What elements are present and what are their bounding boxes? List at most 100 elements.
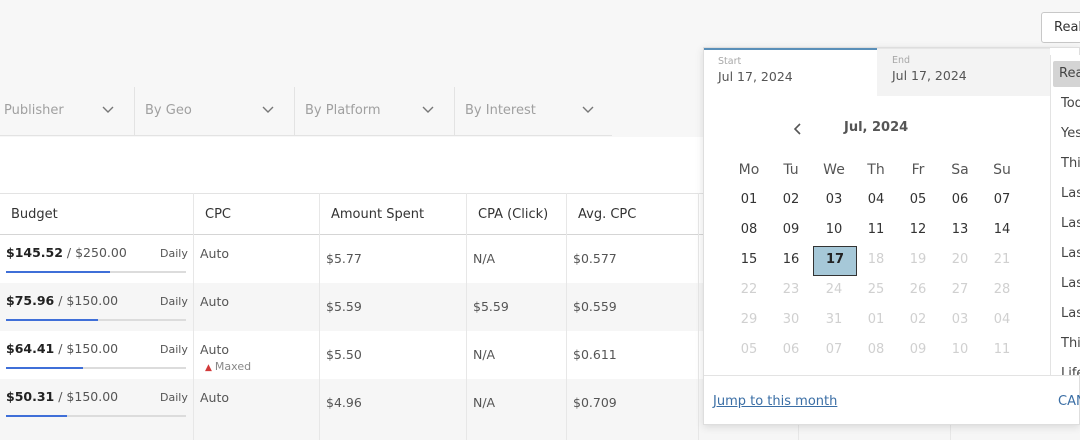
preset-item[interactable]: Tod — [1061, 96, 1080, 111]
calendar-day: 03 — [951, 312, 969, 327]
chevron-down-icon — [262, 106, 274, 113]
calendar-day[interactable]: 02 — [782, 192, 800, 207]
end-date-value: Jul 17, 2024 — [892, 68, 967, 83]
weekday-label: Tu — [783, 162, 799, 178]
column-divider — [566, 193, 567, 440]
preset-item[interactable]: Las — [1061, 246, 1080, 261]
preset-item[interactable]: This — [1061, 156, 1080, 171]
preset-item[interactable]: Las — [1061, 186, 1080, 201]
calendar-day: 04 — [993, 312, 1011, 327]
calendar-day-selected[interactable]: 17 — [813, 246, 857, 276]
calendar-day[interactable]: 13 — [951, 222, 969, 237]
preset-item[interactable]: Las — [1061, 216, 1080, 231]
calendar-day[interactable]: 15 — [740, 252, 758, 267]
preset-item[interactable]: This — [1061, 336, 1080, 351]
column-divider — [319, 193, 320, 440]
chevron-left-icon[interactable] — [793, 123, 803, 135]
calendar-day[interactable]: 03 — [825, 192, 843, 207]
end-date-label: End — [892, 55, 911, 66]
header-amount-spent[interactable]: Amount Spent — [331, 207, 425, 222]
header-budget[interactable]: Budget — [11, 207, 58, 222]
calendar-day[interactable]: 09 — [782, 222, 800, 237]
calendar-day: 18 — [867, 252, 885, 267]
weekday-label: Su — [993, 162, 1011, 178]
weekday-label: Mo — [738, 162, 760, 178]
calendar-day[interactable]: 04 — [867, 192, 885, 207]
weekday-label: Fr — [911, 162, 925, 178]
budget-period: Daily — [160, 343, 188, 356]
calendar-day[interactable]: 16 — [782, 252, 800, 267]
filter-bar: Publisher By Geo By Platform By Interest — [0, 87, 612, 136]
calendar-day: 22 — [740, 282, 758, 297]
header-cpc[interactable]: CPC — [205, 207, 231, 222]
preset-item[interactable]: Rea — [1053, 61, 1080, 87]
weekday-label: We — [823, 162, 845, 178]
weekday-label: Sa — [951, 162, 969, 178]
budget-period: Daily — [160, 247, 188, 260]
calendar-day[interactable]: 08 — [740, 222, 758, 237]
chevron-down-icon — [422, 106, 434, 113]
budget-value: $75.96 / $150.00 — [6, 293, 119, 308]
calendar-day: 02 — [909, 312, 927, 327]
calendar-day: 20 — [951, 252, 969, 267]
jump-to-month-link[interactable]: Jump to this month — [713, 394, 838, 409]
calendar-day: 26 — [909, 282, 927, 297]
table-row[interactable]: $145.52 / $250.00 Daily Auto $5.77 N/A $… — [0, 235, 1080, 283]
chevron-down-icon — [102, 106, 114, 113]
cpa-value: $5.59 — [473, 299, 509, 314]
end-date-field[interactable]: End Jul 17, 2024 — [877, 48, 1050, 96]
calendar-day[interactable]: 06 — [951, 192, 969, 207]
calendar-day: 30 — [782, 312, 800, 327]
header-avg-cpc[interactable]: Avg. CPC — [578, 207, 637, 222]
calendar-day: 08 — [867, 342, 885, 357]
filter-publisher[interactable]: Publisher — [0, 87, 135, 136]
preset-item[interactable]: Las — [1061, 306, 1080, 321]
calendar-day: 09 — [909, 342, 927, 357]
cancel-button[interactable]: CAN — [1058, 394, 1080, 409]
preset-item[interactable]: Las — [1061, 276, 1080, 291]
calendar-day: 11 — [993, 342, 1011, 357]
header-cpa-click[interactable]: CPA (Click) — [478, 207, 549, 222]
amount-spent-value: $5.50 — [326, 347, 362, 362]
column-divider — [193, 193, 194, 440]
table-row — [0, 427, 1080, 440]
cpa-value: N/A — [473, 251, 496, 266]
budget-progress-bar — [6, 319, 186, 321]
calendar-day[interactable]: 12 — [909, 222, 927, 237]
calendar-day: 27 — [951, 282, 969, 297]
calendar-day[interactable]: 05 — [909, 192, 927, 207]
table-row[interactable]: $64.41 / $150.00 Daily Auto ▲ Maxed $5.50… — [0, 331, 1080, 379]
filter-geo[interactable]: By Geo — [135, 87, 295, 136]
preset-item[interactable]: Yes — [1061, 126, 1080, 141]
budget-progress-bar — [6, 415, 186, 417]
realtime-button[interactable]: Real — [1041, 12, 1080, 43]
calendar-day[interactable]: 01 — [740, 192, 758, 207]
column-divider — [466, 193, 467, 440]
content-area — [0, 137, 703, 193]
cpa-value: N/A — [473, 395, 496, 410]
cpc-maxed-badge: ▲ Maxed — [205, 360, 252, 373]
filter-interest[interactable]: By Interest — [455, 87, 612, 136]
calendar-day[interactable]: 07 — [993, 192, 1011, 207]
cpc-value: Auto — [200, 294, 230, 309]
start-date-field[interactable]: Start Jul 17, 2024 — [704, 48, 877, 96]
cpc-value: Auto — [200, 342, 230, 357]
calendar-day: 28 — [993, 282, 1011, 297]
column-divider — [698, 193, 699, 440]
calendar-day: 31 — [825, 312, 843, 327]
warning-triangle-icon: ▲ — [205, 363, 212, 373]
calendar-day[interactable]: 10 — [825, 222, 843, 237]
calendar-day: 01 — [867, 312, 885, 327]
month-title: Jul, 2024 — [844, 120, 909, 135]
budget-progress-bar — [6, 271, 186, 273]
preset-item[interactable]: Life — [1061, 366, 1080, 375]
start-date-label: Start — [718, 56, 742, 67]
calendar-day[interactable]: 11 — [867, 222, 885, 237]
cpc-value: Auto — [200, 390, 230, 405]
calendar-day[interactable]: 14 — [993, 222, 1011, 237]
date-range-picker: Start Jul 17, 2024 End Jul 17, 2024 Jul,… — [703, 47, 1080, 425]
calendar-day: 07 — [825, 342, 843, 357]
budget-progress-bar — [6, 367, 186, 369]
filter-platform[interactable]: By Platform — [295, 87, 455, 136]
amount-spent-value: $4.96 — [326, 395, 362, 410]
